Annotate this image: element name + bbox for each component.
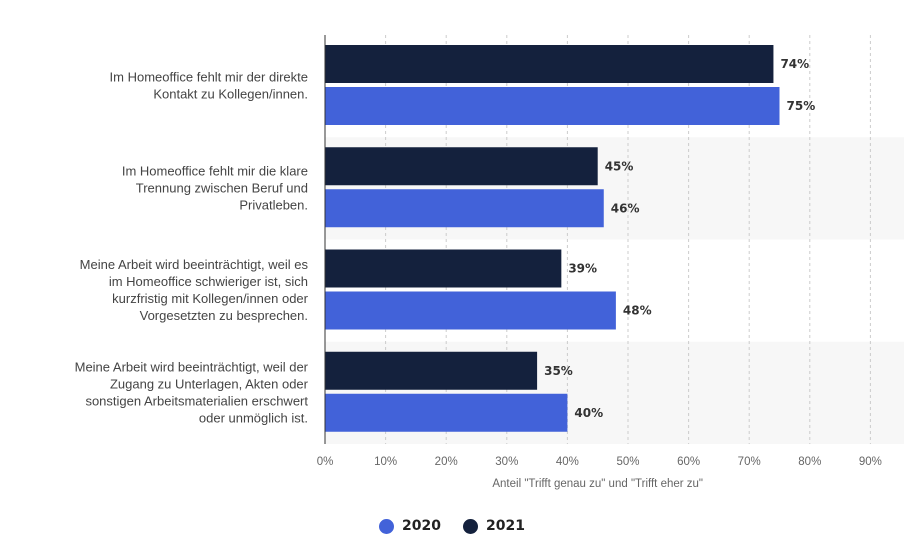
value-label: 48% bbox=[623, 304, 652, 318]
x-tick-label: 90% bbox=[859, 456, 882, 468]
category-label: Im Homeoffice fehlt mir die klare Trennun… bbox=[122, 163, 308, 212]
value-label: 35% bbox=[544, 364, 573, 378]
value-label: 46% bbox=[611, 201, 640, 215]
legend-item-2021[interactable]: 2021 bbox=[463, 518, 525, 534]
value-labels: 74% 75% 45% 46% 39% 48% 35% 40% bbox=[544, 57, 815, 420]
legend-item-2020[interactable]: 2020 bbox=[379, 518, 441, 534]
legend-marker-2020 bbox=[379, 518, 395, 534]
bar-2020[interactable] bbox=[325, 87, 780, 125]
x-tick-label: 20% bbox=[435, 456, 458, 468]
category-label: Meine Arbeit wird beeinträchtigt, weil e… bbox=[80, 257, 309, 323]
x-tick-label: 70% bbox=[738, 456, 761, 468]
bar-2021[interactable] bbox=[325, 249, 562, 288]
value-label: 40% bbox=[574, 406, 603, 420]
legend: 2020 2021 bbox=[0, 518, 904, 534]
legend-marker-2021 bbox=[463, 518, 478, 534]
bar-chart: 74% 75% 45% 46% 39% 48% 35% 40% Im Homeoffice f… bbox=[74, 35, 882, 490]
x-tick-label: 50% bbox=[616, 456, 639, 468]
category-label: Meine Arbeit wird beeinträchtigt, weil d… bbox=[75, 359, 309, 425]
category-labels: Im Homeoffice fehlt mir der direkte Konta… bbox=[75, 70, 309, 426]
value-label: 74% bbox=[780, 57, 809, 71]
x-tick-label: 30% bbox=[495, 456, 518, 468]
value-label: 39% bbox=[568, 262, 597, 276]
value-label: 75% bbox=[787, 99, 816, 113]
bar-2020[interactable] bbox=[325, 189, 604, 228]
bar-2020[interactable] bbox=[325, 393, 568, 432]
x-tick-label: 10% bbox=[374, 456, 397, 468]
category-label: Im Homeoffice fehlt mir der direkte Konta… bbox=[110, 70, 308, 102]
bars bbox=[325, 45, 780, 432]
bar-2021[interactable] bbox=[325, 45, 774, 83]
x-tick-label: 0% bbox=[317, 456, 334, 468]
x-tick-label: 40% bbox=[556, 456, 579, 468]
bar-2021[interactable] bbox=[325, 147, 598, 186]
x-tick-label: 80% bbox=[798, 456, 821, 468]
x-tick-label: 60% bbox=[677, 456, 700, 468]
legend-label-2020: 2020 bbox=[402, 518, 441, 534]
bar-2020[interactable] bbox=[325, 291, 616, 330]
x-axis-title: Anteil "Trifft genau zu" und "Trifft ehe… bbox=[492, 478, 703, 490]
value-label: 45% bbox=[605, 159, 634, 173]
x-tick-labels: 0% 10% 20% 30% 40% 50% 60% 70% 80% 90% bbox=[317, 456, 882, 468]
legend-label-2021: 2021 bbox=[486, 518, 525, 534]
bar-2021[interactable] bbox=[325, 351, 538, 390]
